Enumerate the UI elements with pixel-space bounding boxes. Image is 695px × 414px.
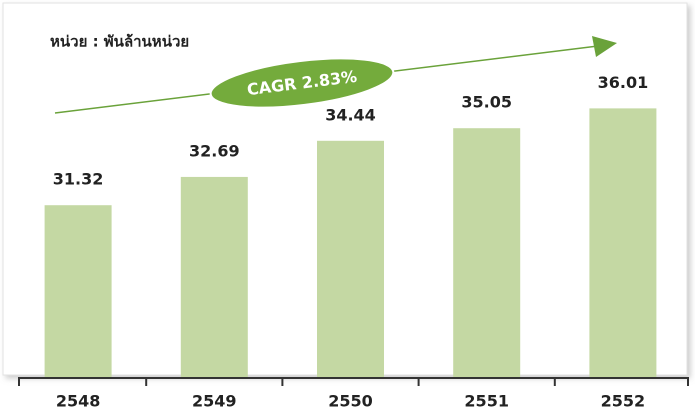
cagr-badge: CAGR 2.83% <box>209 57 395 109</box>
badge-ellipse <box>209 57 395 109</box>
value-label: 32.69 <box>189 141 240 160</box>
unit-label: หน่วย : พันล้านหน่วย <box>50 33 189 51</box>
x-tick-label: 2549 <box>192 392 237 411</box>
value-label: 35.05 <box>461 93 512 112</box>
bar <box>589 108 657 377</box>
value-label: 31.32 <box>53 170 104 189</box>
bar <box>44 205 112 377</box>
arrow-head <box>592 36 617 57</box>
x-tick-label: 2552 <box>601 392 646 411</box>
value-label: 34.44 <box>325 105 376 124</box>
x-tick-label: 2551 <box>464 392 509 411</box>
x-tick-label: 2548 <box>56 392 101 411</box>
value-label: 36.01 <box>598 73 649 92</box>
bar <box>453 128 521 377</box>
bar <box>180 176 248 377</box>
bar <box>317 140 384 377</box>
x-tick-label: 2550 <box>328 392 373 411</box>
